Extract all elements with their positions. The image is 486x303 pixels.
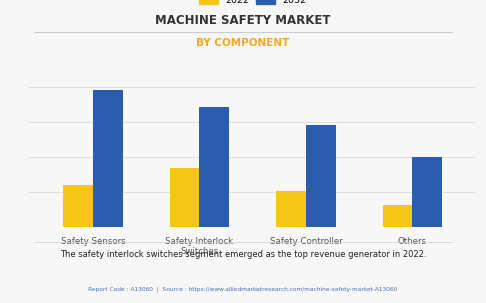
Text: Report Code : A13060  |  Source : https://www.alliedmarketresearch.com/machine-s: Report Code : A13060 | Source : https://… [88,286,398,292]
Bar [63,185,93,227]
Bar [170,168,199,227]
Bar [93,90,123,227]
Bar [413,157,442,227]
Text: MACHINE SAFETY MARKET: MACHINE SAFETY MARKET [155,14,331,27]
Bar [276,191,306,227]
Bar [382,205,413,227]
Legend: 2022, 2032: 2022, 2032 [196,0,310,8]
Text: The safety interlock switches segment emerged as the top revenue generator in 20: The safety interlock switches segment em… [60,250,426,259]
Bar [199,107,229,227]
Text: BY COMPONENT: BY COMPONENT [196,38,290,48]
Bar [306,125,336,227]
